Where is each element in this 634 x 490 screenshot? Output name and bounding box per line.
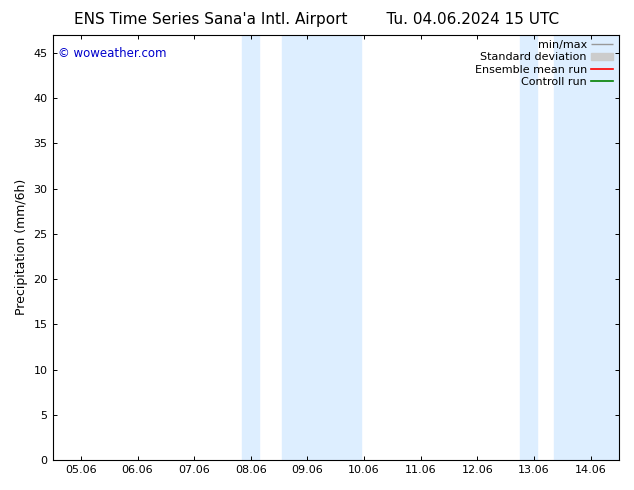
Text: © woweather.com: © woweather.com bbox=[58, 48, 167, 60]
Text: ENS Time Series Sana'a Intl. Airport        Tu. 04.06.2024 15 UTC: ENS Time Series Sana'a Intl. Airport Tu.… bbox=[74, 12, 560, 27]
Legend: min/max, Standard deviation, Ensemble mean run, Controll run: min/max, Standard deviation, Ensemble me… bbox=[471, 37, 617, 90]
Bar bbox=[520, 35, 537, 460]
Y-axis label: Precipitation (mm/6h): Precipitation (mm/6h) bbox=[15, 179, 28, 316]
Bar bbox=[554, 35, 619, 460]
Bar bbox=[282, 35, 361, 460]
Bar bbox=[242, 35, 259, 460]
